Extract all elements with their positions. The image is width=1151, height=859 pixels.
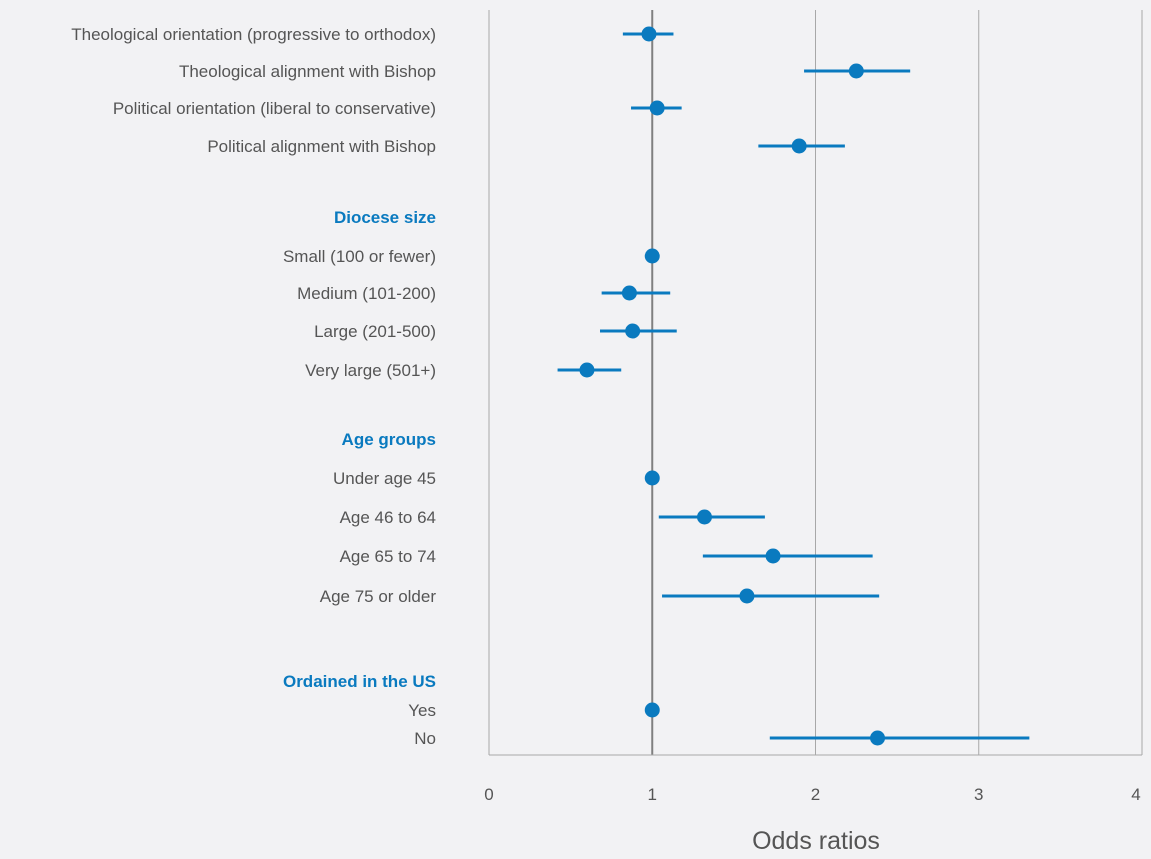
odds-ratio-point bbox=[739, 588, 755, 604]
x-tick-label-4: 4 bbox=[1131, 785, 1140, 804]
odds-ratio-point bbox=[625, 323, 641, 339]
odds-ratio-point bbox=[579, 362, 595, 378]
row-label: Age 65 to 74 bbox=[340, 547, 436, 566]
odds-ratio-point bbox=[649, 100, 665, 116]
x-axis: 0 1 2 3 4 bbox=[484, 754, 1142, 804]
row-label: Under age 45 bbox=[333, 469, 436, 488]
odds-ratio-point bbox=[641, 26, 657, 42]
row-labels: Theological orientation (progressive to … bbox=[71, 25, 436, 748]
row-label: Large (201-500) bbox=[314, 322, 436, 341]
row-label: Political orientation (liberal to conser… bbox=[113, 99, 436, 118]
x-tick-label-0: 0 bbox=[484, 785, 493, 804]
odds-ratio-point bbox=[848, 63, 864, 79]
odds-ratio-point bbox=[765, 548, 781, 564]
row-label: Medium (101-200) bbox=[297, 284, 436, 303]
row-label: Very large (501+) bbox=[305, 361, 436, 380]
row-label: Political alignment with Bishop bbox=[207, 137, 436, 156]
odds-ratio-point bbox=[644, 248, 660, 264]
row-label: Age 46 to 64 bbox=[340, 508, 436, 527]
data-marks bbox=[557, 26, 1030, 746]
odds-ratio-point bbox=[791, 138, 807, 154]
group-label: Ordained in the US bbox=[283, 672, 436, 691]
grid-lines bbox=[488, 10, 1143, 755]
row-label: Yes bbox=[408, 701, 436, 720]
x-axis-title: Odds ratios bbox=[752, 827, 880, 855]
row-label: Age 75 or older bbox=[320, 587, 437, 606]
odds-ratio-point bbox=[696, 509, 712, 525]
row-label: No bbox=[414, 729, 436, 748]
odds-ratio-point bbox=[644, 702, 660, 718]
odds-ratio-point bbox=[870, 730, 886, 746]
odds-ratio-point bbox=[644, 470, 660, 486]
row-label: Small (100 or fewer) bbox=[283, 247, 436, 266]
row-label: Theological alignment with Bishop bbox=[179, 62, 436, 81]
x-tick-label-2: 2 bbox=[811, 785, 820, 804]
odds-ratio-point bbox=[621, 285, 637, 301]
group-label: Age groups bbox=[342, 430, 436, 449]
x-tick-label-1: 1 bbox=[648, 785, 657, 804]
x-tick-label-3: 3 bbox=[974, 785, 983, 804]
row-label: Theological orientation (progressive to … bbox=[71, 25, 436, 44]
group-label: Diocese size bbox=[334, 208, 436, 227]
